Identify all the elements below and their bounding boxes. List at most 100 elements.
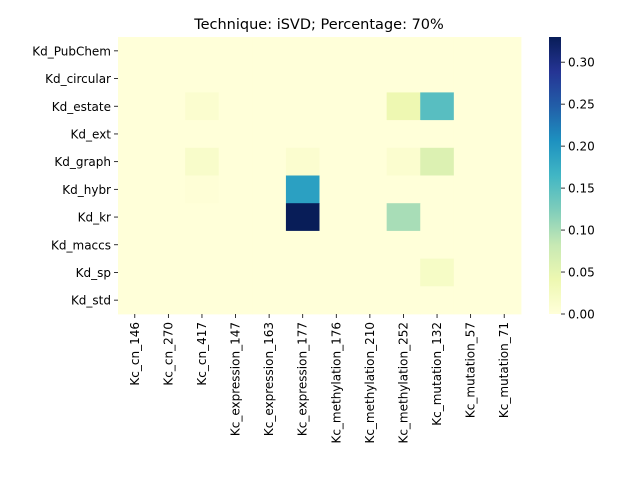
heatmap-cell <box>353 230 388 259</box>
x-tick-label: Kc_cn_270 <box>161 322 175 386</box>
heatmap-cell <box>487 64 522 93</box>
heatmap-cell <box>252 175 287 204</box>
y-tick-label: Kd_ext <box>71 127 112 141</box>
heatmap-cell <box>386 120 421 149</box>
heatmap-cell <box>118 286 152 315</box>
heatmap-cell <box>319 286 354 315</box>
heatmap-cell <box>118 230 152 259</box>
heatmap-cell <box>420 286 455 315</box>
heatmap-cell <box>118 37 152 66</box>
heatmap-cell <box>185 37 220 66</box>
heatmap-cell <box>151 92 186 121</box>
heatmap-cell <box>218 37 253 66</box>
x-tick-label: Kc_methylation_252 <box>396 322 410 444</box>
heatmap-cell <box>151 258 186 287</box>
heatmap-cell <box>151 203 186 232</box>
heatmap-cell <box>453 37 488 66</box>
heatmap-cell <box>319 258 354 287</box>
heatmap-cell <box>185 286 220 315</box>
y-tick-label: Kd_std <box>71 294 111 308</box>
heatmap-cell <box>252 203 287 232</box>
x-tick-label: Kc_expression_177 <box>296 322 310 436</box>
heatmap-cell <box>319 64 354 93</box>
heatmap-cell <box>353 203 388 232</box>
heatmap-cell <box>353 286 388 315</box>
y-tick-label: Kd_sp <box>76 266 111 280</box>
x-tick-label: Kc_cn_417 <box>195 322 209 386</box>
heatmap-cell <box>185 230 220 259</box>
colorbar <box>549 37 561 314</box>
heatmap-cell <box>453 147 488 176</box>
heatmap-cell <box>453 120 488 149</box>
heatmap-cell <box>252 120 287 149</box>
heatmap-cell <box>118 203 152 232</box>
heatmap-cell <box>353 37 388 66</box>
heatmap-cell <box>151 64 186 93</box>
heatmap-cell <box>319 92 354 121</box>
chart-title: Technique: iSVD; Percentage: 70% <box>193 17 444 33</box>
heatmap-cell <box>285 120 320 149</box>
heatmap-cell <box>285 258 320 287</box>
heatmap-cell <box>252 258 287 287</box>
heatmap-cell <box>218 120 253 149</box>
heatmap-cell <box>420 175 455 204</box>
colorbar-tick-label: 0.25 <box>568 98 595 112</box>
heatmap-cell <box>185 175 220 204</box>
colorbar-tick-label: 0.30 <box>568 56 595 70</box>
heatmap-cell <box>353 64 388 93</box>
heatmap-cell <box>487 258 522 287</box>
heatmap-cell <box>487 120 522 149</box>
heatmap-cell <box>118 258 152 287</box>
heatmap-cell <box>386 230 421 259</box>
heatmap-cell <box>453 203 488 232</box>
heatmap-cell <box>487 203 522 232</box>
heatmap-cell <box>353 92 388 121</box>
heatmap-cell <box>487 286 522 315</box>
heatmap-cell <box>218 64 253 93</box>
heatmap-cell <box>353 258 388 287</box>
heatmap-cell <box>151 147 186 176</box>
heatmap-cell <box>118 64 152 93</box>
heatmap-cell <box>252 64 287 93</box>
heatmap-cell <box>353 120 388 149</box>
heatmap-cell <box>185 64 220 93</box>
heatmap-cell <box>151 230 186 259</box>
heatmap-cell <box>386 175 421 204</box>
heatmap-cell <box>218 92 253 121</box>
colorbar-ticks: 0.00 0.05 0.10 0.15 0.20 0.25 0.30 <box>561 56 595 322</box>
heatmap-cell <box>319 230 354 259</box>
heatmap-cell <box>420 64 455 93</box>
heatmap-cells <box>118 37 522 315</box>
x-tick-label: Kc_mutation_71 <box>497 322 511 418</box>
heatmap-cell <box>420 120 455 149</box>
heatmap-cell <box>185 92 220 121</box>
heatmap-cell <box>319 147 354 176</box>
heatmap-cell <box>319 175 354 204</box>
heatmap-cell <box>487 92 522 121</box>
heatmap-cell <box>151 37 186 66</box>
heatmap-cell <box>185 147 220 176</box>
heatmap-cell <box>218 258 253 287</box>
heatmap-cell <box>420 147 455 176</box>
heatmap-cell <box>487 147 522 176</box>
heatmap-cell <box>420 92 455 121</box>
heatmap-cell <box>118 120 152 149</box>
heatmap-cell <box>453 92 488 121</box>
heatmap-cell <box>185 203 220 232</box>
heatmap-cell <box>285 92 320 121</box>
heatmap-cell <box>319 203 354 232</box>
colorbar-tick-label: 0.15 <box>568 182 595 196</box>
heatmap-cell <box>218 203 253 232</box>
x-axis-ticks: Kc_cn_146 Kc_cn_270 Kc_cn_417 Kc_expression… <box>128 314 511 444</box>
heatmap-cell <box>420 37 455 66</box>
heatmap-cell <box>151 175 186 204</box>
heatmap-cell <box>218 175 253 204</box>
x-tick-label: Kc_cn_146 <box>128 322 142 386</box>
heatmap-cell <box>252 147 287 176</box>
heatmap-cell <box>386 147 421 176</box>
heatmap-cell <box>386 64 421 93</box>
y-tick-label: Kd_estate <box>52 100 111 114</box>
heatmap-cell <box>285 203 320 232</box>
heatmap-cell <box>285 64 320 93</box>
colorbar-tick-label: 0.05 <box>568 266 595 280</box>
